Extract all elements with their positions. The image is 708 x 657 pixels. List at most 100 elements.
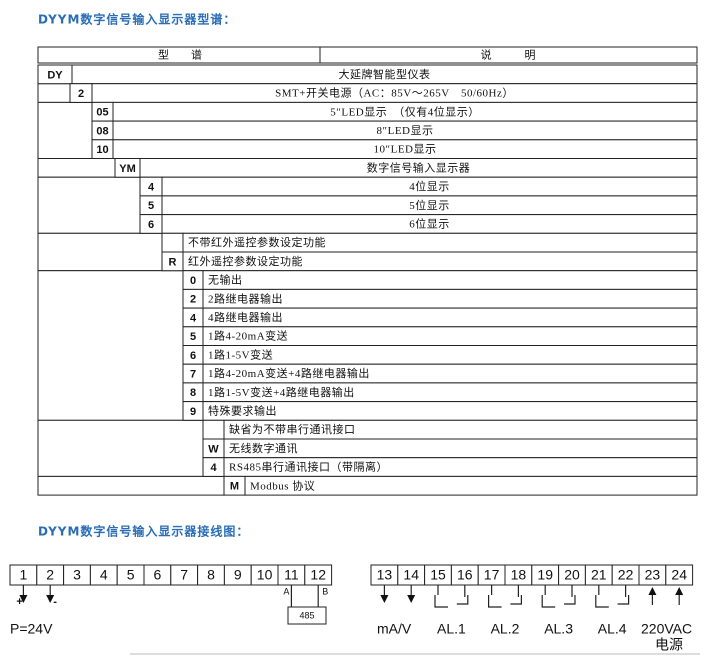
code-text: 4 (210, 462, 217, 474)
desc-cell (202, 345, 698, 365)
desc-text: Modbus 协议 (250, 478, 315, 492)
rs485-b: B (322, 586, 328, 596)
terminal-number: 22 (618, 567, 634, 583)
desc-text: 10″LED显示 (374, 143, 437, 156)
alarm-label: AL.3 (544, 621, 573, 637)
terminal-number: 15 (430, 567, 446, 583)
blank-cell (37, 270, 184, 421)
terminal-number: 9 (234, 567, 242, 583)
desc-text: RS485串行通讯接口（带隔离） (229, 460, 388, 474)
terminal-number: 13 (377, 567, 393, 583)
code-text: 05 (96, 107, 108, 119)
terminal-number: 14 (403, 567, 419, 583)
arrow-head (46, 595, 55, 603)
terminal-number: 12 (310, 567, 326, 583)
blank-cell (37, 101, 93, 159)
terminal-number: 17 (484, 567, 500, 583)
blank-cell (37, 176, 141, 234)
desc-text: 无线数字通讯 (229, 441, 298, 455)
code-text: 08 (96, 125, 108, 137)
arrow-head (407, 595, 416, 603)
terminal-number: 2 (46, 567, 54, 583)
header-cell (319, 46, 698, 64)
relay-contact (488, 585, 522, 608)
desc-text: 8″LED显示 (377, 124, 434, 137)
code-cell (202, 419, 225, 440)
blank-cell (37, 158, 116, 178)
code-text: 8 (190, 387, 196, 399)
code-text: 2 (190, 294, 196, 306)
input-label: mA/V (377, 621, 412, 637)
terminal-number: 1 (20, 567, 28, 583)
alarm-label: AL.2 (491, 621, 520, 637)
desc-text: 不带红外遥控参数设定功能 (188, 235, 326, 249)
code-text: 9 (190, 406, 196, 418)
desc-cell (202, 401, 698, 421)
code-text: 5 (190, 331, 196, 343)
terminal-number: 10 (257, 567, 273, 583)
terminal-number: 4 (100, 567, 108, 583)
power-plus: + (16, 596, 22, 608)
terminal-number: 19 (537, 567, 553, 583)
code-text: 2 (78, 88, 84, 100)
terminal-number: 3 (73, 567, 81, 583)
wiring-title: DYYM数字信号输入显示器接线图： (38, 524, 249, 539)
desc-cell (202, 270, 698, 290)
terminal-number: 8 (207, 567, 215, 583)
arrow-head (380, 595, 389, 603)
table-title: DYYM数字信号输入显示器型谱： (38, 12, 236, 27)
desc-text: 1路4-20mA变送+4路继电器输出 (208, 366, 370, 380)
terminal-number: 21 (591, 567, 607, 583)
code-text: W (208, 443, 219, 455)
terminal-number: 11 (284, 567, 299, 583)
desc-text: 缺省为不带串行通讯接口 (229, 422, 356, 436)
supply-label: 电源 (655, 637, 683, 653)
blank-cell (37, 419, 204, 477)
terminal-number: 7 (180, 567, 188, 583)
code-text: DY (47, 69, 63, 81)
desc-text: 特殊要求输出 (208, 403, 277, 417)
code-text: M (230, 481, 239, 493)
desc-text: 大延牌智能型仪表 (339, 67, 431, 81)
terminal-number: 5 (127, 567, 135, 583)
desc-text: 1路4-20mA变送 (208, 329, 288, 343)
blank-cell (37, 83, 71, 103)
desc-text: 1路1-5V变送 (208, 347, 273, 361)
code-text: R (169, 256, 177, 268)
code-text: YM (119, 163, 136, 175)
code-text: 6 (148, 219, 154, 231)
code-text: 4 (148, 181, 155, 193)
supply-label: 220VAC (641, 621, 692, 637)
code-text: 10 (96, 144, 108, 156)
arrow-head (675, 587, 684, 595)
relay-contact (541, 585, 576, 608)
alarm-label: AL.4 (598, 621, 627, 637)
header-text: 说 明 (481, 48, 536, 62)
code-text: 7 (190, 368, 196, 380)
desc-text: 无输出 (208, 273, 243, 287)
terminal-number: 16 (457, 567, 473, 583)
desc-text: 5位显示 (409, 198, 450, 212)
code-cell (161, 232, 184, 253)
arrow-head (19, 595, 28, 603)
relay-contact (595, 585, 630, 608)
code-text: 6 (190, 350, 196, 362)
desc-text: 1路1-5V变送+4路继电器输出 (208, 385, 355, 399)
terminal-number: 18 (511, 567, 527, 583)
blank-cell (37, 232, 163, 272)
terminal-number: 24 (671, 567, 687, 583)
arrow-head (648, 587, 657, 595)
desc-cell (244, 475, 698, 496)
header-text: 型 谱 (158, 48, 202, 62)
terminal-number: 6 (154, 567, 162, 583)
terminal-number: 23 (645, 567, 661, 583)
code-text: 4 (190, 312, 197, 324)
desc-text: 4位显示 (409, 179, 450, 193)
rs485-a: A (283, 586, 289, 596)
desc-text: 4路继电器输出 (208, 310, 283, 324)
desc-text: 5″LED显示 （仅有4位显示） (330, 104, 479, 118)
relay-contact (434, 585, 469, 608)
power-label: P=24V (10, 621, 53, 637)
terminal-number: 20 (564, 567, 580, 583)
